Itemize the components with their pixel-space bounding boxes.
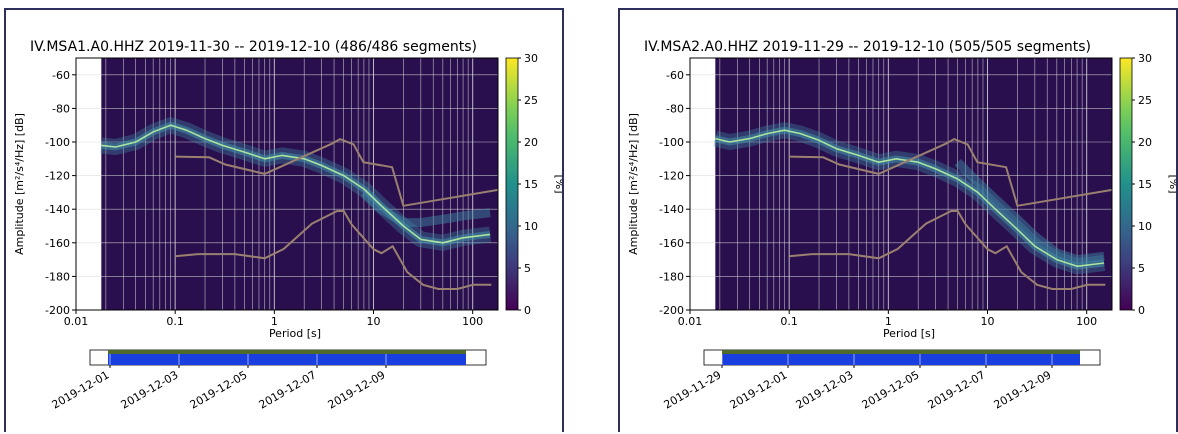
vertical-grid: [719, 58, 1088, 310]
y-axis-label: Amplitude [m²/s⁴/Hz] [dB]: [627, 113, 640, 255]
colorbar-tick-label: 30: [524, 52, 538, 65]
y-tick-label: -180: [659, 270, 684, 283]
plot-frame: [75, 57, 499, 311]
psd-mode-line: [101, 124, 491, 244]
timeline-tick-label: 2019-12-05: [188, 368, 250, 411]
timeline-coverage-bar: [108, 354, 466, 365]
colorbar-tick-label: 30: [1138, 52, 1152, 65]
psd-heatmap-background: [715, 58, 1112, 310]
timeline-coverage-bar: [722, 354, 1080, 365]
y-axis-label: Amplitude [m²/s⁴/Hz] [dB]: [13, 113, 26, 255]
timeline-tick-label: 2019-11-29: [662, 368, 724, 411]
psd-mode-line: [715, 129, 1105, 268]
psd-panel-msa1: IV.MSA1.A0.HHZ 2019-11-30 -- 2019-12-10 …: [4, 8, 564, 432]
chart-title: IV.MSA1.A0.HHZ 2019-11-30 -- 2019-12-10 …: [30, 39, 477, 55]
timeline-status-strip: [722, 350, 1080, 354]
colorbar-tick-label: 5: [1138, 262, 1145, 275]
colorbar-tick-label: 15: [1138, 178, 1152, 191]
y-tick-label: -180: [45, 270, 70, 283]
psd-secondary-band: [954, 159, 1105, 265]
colorbar-tick-label: 0: [524, 304, 531, 317]
x-tick-label: 1: [271, 315, 278, 328]
x-tick-label: 0.1: [166, 315, 184, 328]
colorbar-tick-label: 10: [1138, 220, 1152, 233]
colorbar: [1119, 57, 1133, 311]
y-tick-label: -80: [666, 102, 684, 115]
colorbar-tick-label: 0: [1138, 304, 1145, 317]
y-tick-label: -140: [45, 203, 70, 216]
y-tick-label: -100: [659, 136, 684, 149]
y-tick-label: -160: [659, 237, 684, 250]
psd-heatmap-background: [101, 58, 499, 310]
colorbar-tick-label: 20: [524, 136, 538, 149]
new-high-noise-model: [789, 137, 1113, 207]
y-tick-label: -160: [45, 237, 70, 250]
timeline-status-strip: [108, 350, 466, 354]
y-tick-label: -60: [52, 69, 70, 82]
y-tick-label: -100: [45, 136, 70, 149]
x-tick-label: 0.1: [780, 315, 798, 328]
vertical-grid: [105, 58, 474, 310]
x-tick-label: 10: [367, 315, 381, 328]
plot-frame: [689, 57, 1113, 311]
y-tick-label: -120: [659, 170, 684, 183]
colorbar-tick-label: 20: [1138, 136, 1152, 149]
x-tick-label: 1: [885, 315, 892, 328]
x-tick-label: 100: [462, 315, 483, 328]
x-tick-label: 0.01: [64, 315, 89, 328]
horizontal-grid: [690, 74, 1112, 277]
colorbar: [505, 57, 519, 311]
x-axis-label: Period [s]: [883, 327, 935, 340]
colorbar-tick-label: 5: [524, 262, 531, 275]
timeline-tick-label: 2019-12-01: [728, 368, 790, 411]
psd-panel-msa2: IV.MSA2.A0.HHZ 2019-11-29 -- 2019-12-10 …: [618, 8, 1178, 432]
colorbar-tick-label: 25: [524, 94, 538, 107]
y-tick-label: -60: [666, 69, 684, 82]
timeline-tick-label: 2019-12-09: [992, 368, 1054, 411]
x-axis-label: Period [s]: [269, 327, 321, 340]
psd-secondary-band: [360, 189, 491, 228]
y-tick-label: -140: [659, 203, 684, 216]
psd-chart-msa2: IV.MSA2.A0.HHZ 2019-11-29 -- 2019-12-10 …: [627, 39, 1176, 412]
new-high-noise-model: [175, 137, 499, 207]
new-low-noise-model: [175, 210, 492, 290]
x-tick-label: 0.01: [678, 315, 703, 328]
y-tick-label: -200: [659, 304, 684, 317]
y-tick-label: -120: [45, 170, 70, 183]
colorbar-tick-label: 25: [1138, 94, 1152, 107]
y-tick-label: -80: [52, 102, 70, 115]
colorbar-tick-label: 15: [524, 178, 538, 191]
colorbar-label: [%]: [553, 174, 562, 193]
new-low-noise-model: [789, 210, 1106, 290]
timeline-tick-label: 2019-12-03: [119, 368, 181, 411]
colorbar-tick-label: 10: [524, 220, 538, 233]
timeline-tick-label: 2019-12-07: [926, 368, 988, 411]
colorbar-label: [%]: [1167, 174, 1176, 193]
timeline-tick-label: 2019-12-03: [794, 368, 856, 411]
x-tick-label: 10: [981, 315, 995, 328]
timeline-tick-label: 2019-12-01: [50, 368, 112, 411]
x-tick-label: 100: [1076, 315, 1097, 328]
timeline-tick-label: 2019-12-07: [257, 368, 319, 411]
timeline-tick-label: 2019-12-09: [326, 368, 388, 411]
psd-chart-msa1: IV.MSA1.A0.HHZ 2019-11-30 -- 2019-12-10 …: [13, 39, 562, 412]
timeline-tick-label: 2019-12-05: [860, 368, 922, 411]
y-tick-label: -200: [45, 304, 70, 317]
chart-title: IV.MSA2.A0.HHZ 2019-11-29 -- 2019-12-10 …: [644, 39, 1091, 55]
